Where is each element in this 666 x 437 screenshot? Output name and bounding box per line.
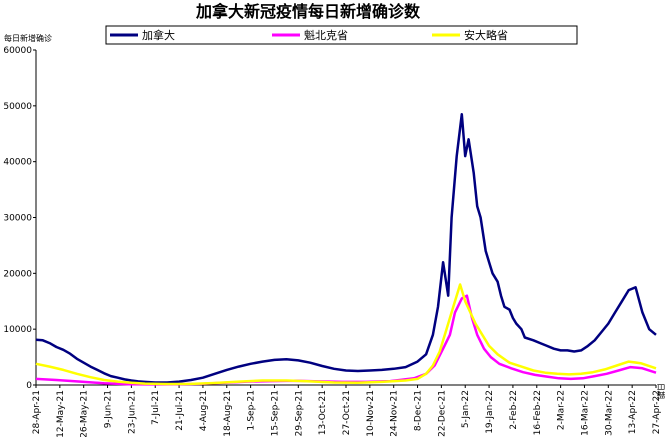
- x-tick-label: 16-Feb-22: [533, 390, 543, 435]
- legend-label-0: 加拿大: [142, 28, 175, 42]
- legend-label-1: 魁北克省: [304, 28, 348, 42]
- x-tick-label: 18-Aug-21: [223, 390, 233, 437]
- y-tick-label: 0: [26, 381, 32, 391]
- x-tick-label: 9-Jun-21: [104, 390, 114, 428]
- x-tick-label: 26-May-21: [80, 390, 90, 437]
- y-tick-label: 50000: [3, 102, 32, 112]
- y-tick-label: 60000: [3, 46, 32, 56]
- x-tick-label: 8-Dec-21: [414, 390, 424, 431]
- x-tick-label: 12-May-21: [56, 390, 66, 437]
- y-tick-label: 40000: [3, 158, 32, 168]
- legend: 加拿大 魁北克省 安大略省: [105, 25, 578, 45]
- x-tick-label: 29-Sep-21: [294, 390, 304, 436]
- x-tick-label: 30-Mar-22: [604, 390, 614, 436]
- series-line-2: [35, 283, 657, 386]
- x-tick-label: 10-Nov-21: [366, 390, 376, 437]
- x-axis-label: 日期: [656, 383, 665, 399]
- y-axis: 0 10000 20000 30000 40000 50000 60000: [3, 46, 37, 391]
- chart-title: 加拿大新冠疫情每日新增确诊数: [195, 2, 421, 21]
- y-tick-label: 10000: [3, 325, 32, 335]
- x-tick-label: 5-Jan-22: [461, 390, 471, 428]
- x-tick-label: 15-Sep-21: [270, 390, 280, 436]
- legend-box: [105, 25, 578, 45]
- series-line-0: [35, 112, 657, 384]
- x-tick-label: 21-Jul-21: [175, 390, 185, 431]
- x-tick-label: 16-Mar-22: [580, 390, 590, 436]
- y-axis-label: 每日新增确诊: [4, 33, 52, 43]
- x-tick-label: 22-Dec-21: [437, 390, 447, 437]
- x-tick-label: 13-Apr-22: [628, 390, 638, 434]
- x-tick-label: 27-Oct-21: [342, 390, 352, 435]
- x-tick-label: 1-Sep-21: [247, 390, 257, 431]
- y-tick-label: 30000: [3, 214, 32, 224]
- y-tick-label: 20000: [3, 269, 32, 279]
- x-tick-label: 27-Apr-22: [652, 390, 662, 434]
- legend-label-2: 安大略省: [464, 28, 508, 42]
- x-tick-label: 2-Feb-22: [509, 390, 519, 430]
- x-axis: 28-Apr-21 12-May-21 26-May-21 9-Jun-21 23-Ju…: [32, 384, 662, 437]
- x-tick-label: 19-Jan-22: [485, 390, 495, 434]
- x-tick-label: 4-Aug-21: [199, 390, 209, 431]
- plot-area: [35, 112, 657, 386]
- x-tick-label: 24-Nov-21: [390, 390, 400, 437]
- x-tick-label: 2-Mar-22: [557, 390, 567, 430]
- x-tick-label: 7-Jul-21: [151, 390, 161, 425]
- x-tick-label: 28-Apr-21: [32, 390, 42, 434]
- x-tick-label: 13-Oct-21: [318, 390, 328, 435]
- x-tick-label: 23-Jun-21: [127, 390, 137, 434]
